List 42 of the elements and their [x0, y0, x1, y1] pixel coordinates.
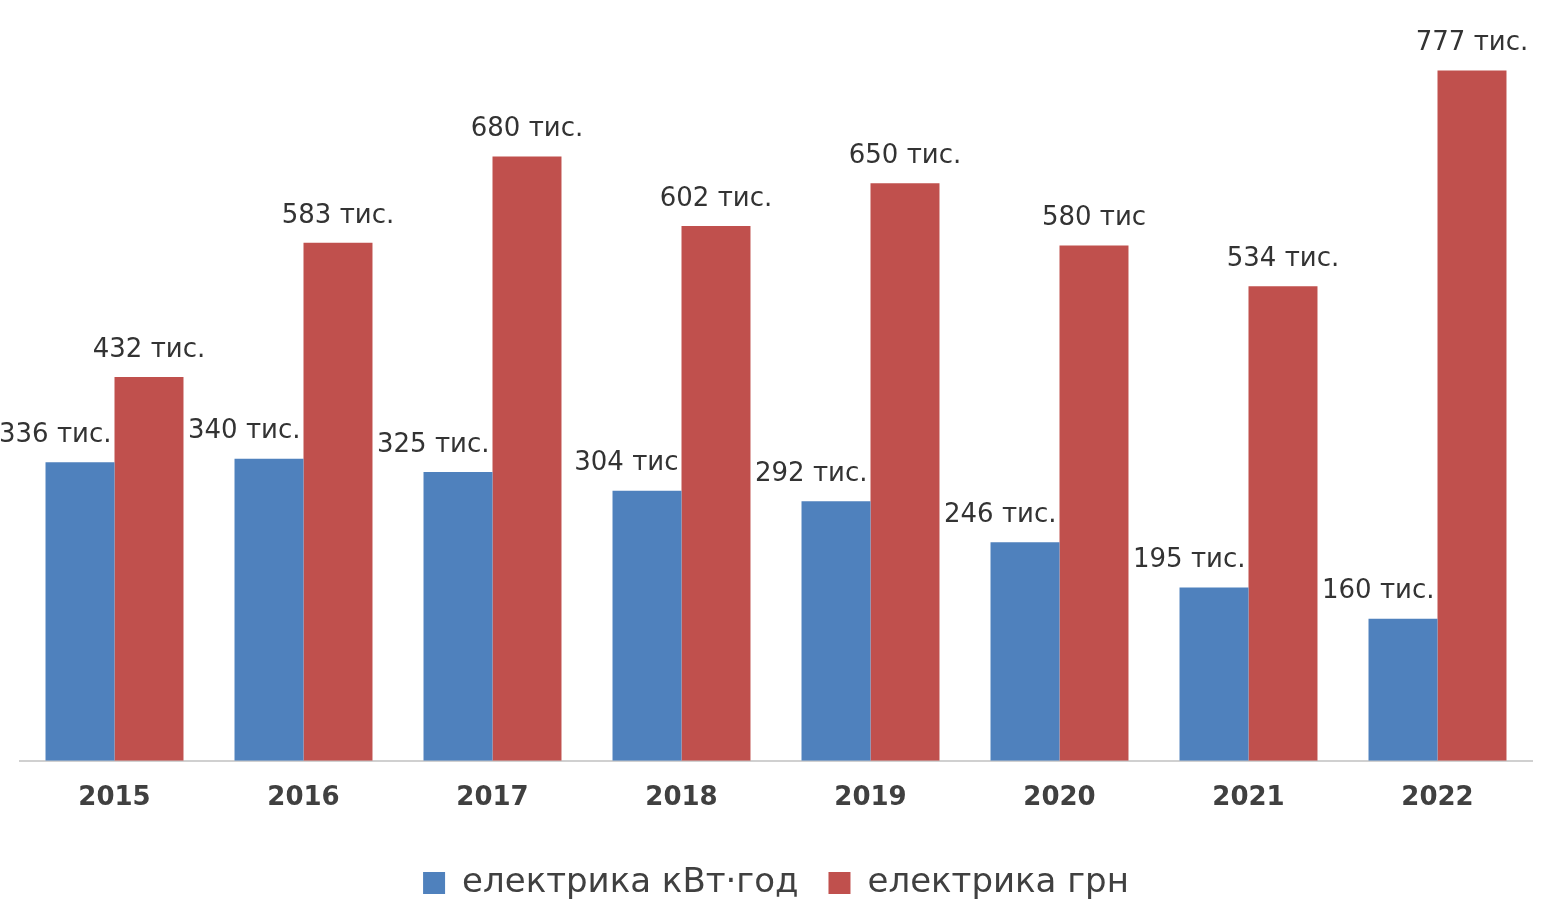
bar [1179, 587, 1249, 761]
data-label: 246 тис. [944, 497, 1057, 528]
bar [870, 183, 940, 761]
bar [1248, 286, 1318, 761]
legend-label: електрика грн [867, 859, 1129, 900]
data-label: 432 тис. [92, 332, 206, 363]
bar [45, 462, 115, 761]
data-label: 777 тис. [1415, 26, 1529, 57]
data-label: 680 тис. [470, 112, 584, 143]
bar [1368, 618, 1438, 761]
bar [423, 472, 493, 761]
x-tick-label: 2018 [645, 781, 718, 812]
x-tick-label: 2021 [1212, 781, 1285, 812]
data-label: 602 тис. [659, 181, 773, 212]
data-label: 340 тис. [188, 414, 301, 445]
data-label: 304 тис [574, 446, 679, 477]
bar [612, 490, 682, 761]
x-tick-label: 2020 [1023, 781, 1096, 812]
data-label: 650 тис. [848, 139, 962, 170]
data-label: 292 тис. [755, 457, 868, 488]
data-label: 325 тис. [377, 427, 490, 458]
bar [114, 376, 184, 761]
legend-label: електрика кВт·год [462, 859, 799, 900]
bar [801, 501, 871, 761]
data-label: 160 тис. [1322, 574, 1435, 605]
x-tick-label: 2016 [267, 781, 340, 812]
bar [1437, 70, 1507, 761]
bar [1059, 245, 1129, 761]
bar [990, 542, 1060, 761]
x-tick-label: 2019 [834, 781, 907, 812]
data-label: 580 тис [1041, 201, 1147, 232]
data-label: 195 тис. [1133, 543, 1246, 574]
x-tick-label: 2015 [78, 781, 151, 812]
data-label: 583 тис. [281, 198, 395, 229]
data-label: 336 тис. [0, 418, 112, 449]
x-tick-label: 2022 [1401, 781, 1474, 812]
bar [234, 458, 304, 761]
bar [303, 242, 373, 761]
x-tick-label: 2017 [456, 781, 529, 812]
data-label: 534 тис. [1226, 242, 1340, 273]
bar [681, 225, 751, 761]
bar [492, 156, 562, 761]
